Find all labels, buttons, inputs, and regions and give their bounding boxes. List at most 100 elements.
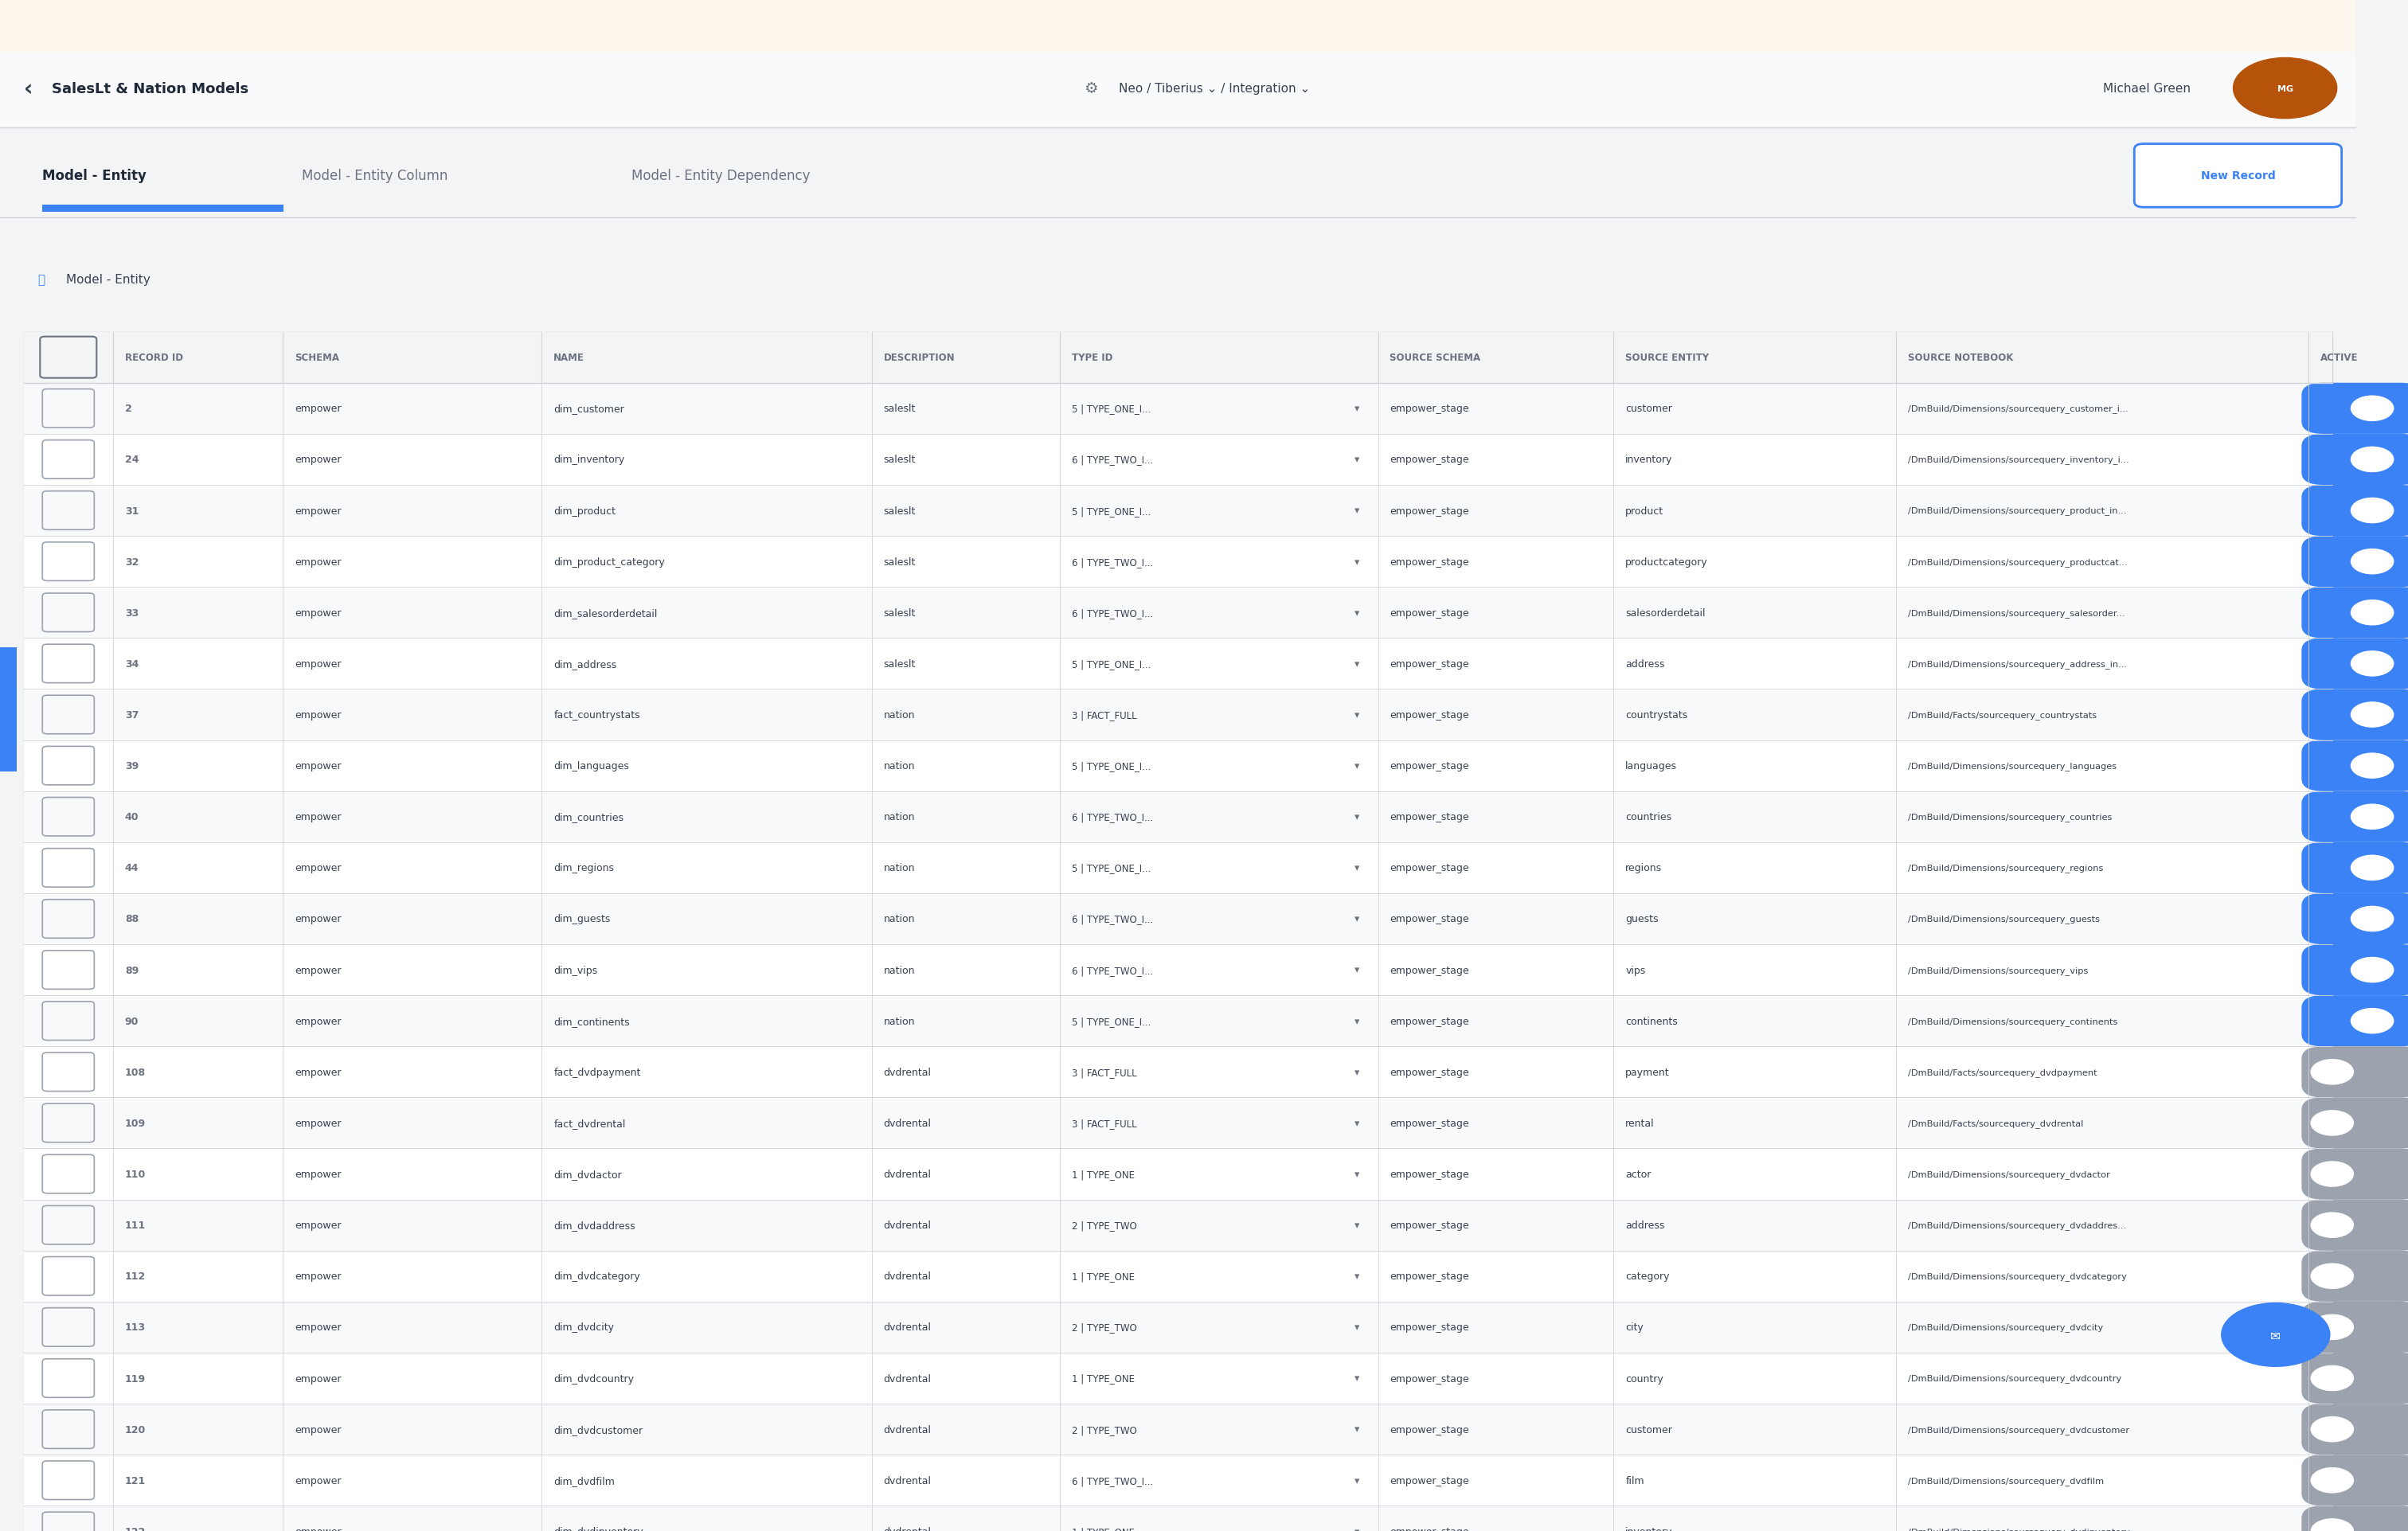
Text: 112: 112 bbox=[125, 1271, 147, 1281]
Text: SOURCE SCHEMA: SOURCE SCHEMA bbox=[1389, 352, 1481, 363]
Text: dvdrental: dvdrental bbox=[884, 1526, 932, 1531]
Text: dim_dvdaddress: dim_dvdaddress bbox=[554, 1220, 636, 1231]
Text: empower: empower bbox=[294, 1017, 342, 1026]
Text: customer: customer bbox=[1625, 1424, 1671, 1435]
Text: 6 | TYPE_TWO_I...: 6 | TYPE_TWO_I... bbox=[1072, 965, 1153, 975]
Text: 37: 37 bbox=[125, 710, 140, 720]
FancyBboxPatch shape bbox=[2133, 144, 2341, 208]
Text: dim_product: dim_product bbox=[554, 505, 616, 516]
Text: /DmBuild/Dimensions/sourcequery_dvdaddres...: /DmBuild/Dimensions/sourcequery_dvdaddre… bbox=[1907, 1220, 2126, 1229]
Text: Michael Green: Michael Green bbox=[2102, 83, 2191, 95]
Circle shape bbox=[2350, 958, 2394, 983]
Circle shape bbox=[2312, 1162, 2353, 1187]
Text: empower: empower bbox=[294, 1424, 342, 1435]
Circle shape bbox=[2312, 1059, 2353, 1084]
Text: ▾: ▾ bbox=[1356, 1323, 1361, 1332]
FancyBboxPatch shape bbox=[2302, 588, 2408, 638]
Text: vips: vips bbox=[1625, 965, 1645, 975]
FancyBboxPatch shape bbox=[2302, 1047, 2408, 1098]
Text: nation: nation bbox=[884, 914, 915, 925]
FancyBboxPatch shape bbox=[2302, 1251, 2408, 1301]
Text: empower_stage: empower_stage bbox=[1389, 965, 1469, 975]
Text: ▾: ▾ bbox=[1356, 1424, 1361, 1435]
Text: empower: empower bbox=[294, 761, 342, 772]
Text: product: product bbox=[1625, 505, 1664, 516]
FancyBboxPatch shape bbox=[2302, 638, 2408, 689]
Text: ▾: ▾ bbox=[1356, 1118, 1361, 1128]
Bar bbox=[24, 1148, 2333, 1200]
Text: empower: empower bbox=[294, 1118, 342, 1128]
Text: /DmBuild/Dimensions/sourcequery_salesorder...: /DmBuild/Dimensions/sourcequery_salesord… bbox=[1907, 609, 2126, 617]
Text: 5 | TYPE_ONE_I...: 5 | TYPE_ONE_I... bbox=[1072, 658, 1151, 669]
Text: empower: empower bbox=[294, 1474, 342, 1485]
Text: 1 | TYPE_ONE: 1 | TYPE_ONE bbox=[1072, 1170, 1134, 1179]
Text: guests: guests bbox=[1625, 914, 1659, 925]
Text: 111: 111 bbox=[125, 1220, 147, 1231]
Bar bbox=[24, 1098, 2333, 1148]
Text: SCHEMA: SCHEMA bbox=[294, 352, 340, 363]
Text: dim_guests: dim_guests bbox=[554, 914, 612, 925]
Bar bbox=[24, 741, 2333, 792]
Text: 34: 34 bbox=[125, 658, 140, 669]
Text: ⓘ: ⓘ bbox=[39, 274, 46, 286]
Text: /DmBuild/Dimensions/sourcequery_dvdcountry: /DmBuild/Dimensions/sourcequery_dvdcount… bbox=[1907, 1373, 2121, 1382]
FancyBboxPatch shape bbox=[2302, 1301, 2408, 1353]
Text: empower_stage: empower_stage bbox=[1389, 1323, 1469, 1332]
Text: ▾: ▾ bbox=[1356, 608, 1361, 619]
Text: Model - Entity Column: Model - Entity Column bbox=[301, 168, 448, 184]
Text: empower: empower bbox=[294, 1526, 342, 1531]
Text: /DmBuild/Dimensions/sourcequery_dvdactor: /DmBuild/Dimensions/sourcequery_dvdactor bbox=[1907, 1170, 2109, 1179]
FancyBboxPatch shape bbox=[2302, 1098, 2408, 1148]
Text: dim_salesorderdetail: dim_salesorderdetail bbox=[554, 608, 657, 619]
Circle shape bbox=[2350, 600, 2394, 625]
Text: saleslt: saleslt bbox=[884, 404, 915, 413]
Text: /DmBuild/Dimensions/sourcequery_dvdcategory: /DmBuild/Dimensions/sourcequery_dvdcateg… bbox=[1907, 1272, 2126, 1280]
Text: saleslt: saleslt bbox=[884, 505, 915, 516]
Bar bbox=[24, 945, 2333, 995]
Text: dim_dvdactor: dim_dvdactor bbox=[554, 1170, 621, 1179]
Text: dim_languages: dim_languages bbox=[554, 761, 628, 772]
Text: ⚙: ⚙ bbox=[1084, 81, 1098, 96]
Text: ▾: ▾ bbox=[1356, 1271, 1361, 1281]
Text: continents: continents bbox=[1625, 1017, 1678, 1026]
Text: /DmBuild/Dimensions/sourcequery_countries: /DmBuild/Dimensions/sourcequery_countrie… bbox=[1907, 813, 2112, 821]
Text: ▾: ▾ bbox=[1356, 505, 1361, 516]
Circle shape bbox=[2350, 753, 2394, 778]
Text: empower_stage: empower_stage bbox=[1389, 1017, 1469, 1026]
Text: empower_stage: empower_stage bbox=[1389, 1170, 1469, 1179]
Text: 2 | TYPE_TWO: 2 | TYPE_TWO bbox=[1072, 1323, 1137, 1332]
Text: 5 | TYPE_ONE_I...: 5 | TYPE_ONE_I... bbox=[1072, 863, 1151, 873]
Text: city: city bbox=[1625, 1323, 1645, 1332]
Text: empower: empower bbox=[294, 1220, 342, 1231]
FancyBboxPatch shape bbox=[2302, 536, 2408, 588]
Text: /DmBuild/Dimensions/sourcequery_languages: /DmBuild/Dimensions/sourcequery_language… bbox=[1907, 761, 2117, 770]
Text: dim_customer: dim_customer bbox=[554, 404, 624, 413]
Text: empower_stage: empower_stage bbox=[1389, 1271, 1469, 1281]
Bar bbox=[24, 1047, 2333, 1098]
FancyBboxPatch shape bbox=[2302, 842, 2408, 894]
Text: 1 | TYPE_ONE: 1 | TYPE_ONE bbox=[1072, 1271, 1134, 1281]
FancyBboxPatch shape bbox=[2302, 435, 2408, 485]
Text: empower_stage: empower_stage bbox=[1389, 658, 1469, 669]
Text: 108: 108 bbox=[125, 1067, 144, 1078]
Text: ▾: ▾ bbox=[1356, 1373, 1361, 1384]
Circle shape bbox=[2350, 447, 2394, 472]
Text: /DmBuild/Dimensions/sourcequery_product_in...: /DmBuild/Dimensions/sourcequery_product_… bbox=[1907, 507, 2126, 516]
Text: 5 | TYPE_ONE_I...: 5 | TYPE_ONE_I... bbox=[1072, 404, 1151, 413]
Text: /DmBuild/Dimensions/sourcequery_guests: /DmBuild/Dimensions/sourcequery_guests bbox=[1907, 914, 2100, 923]
Bar bbox=[24, 792, 2333, 842]
Text: ▾: ▾ bbox=[1356, 1170, 1361, 1179]
Text: Model - Entity: Model - Entity bbox=[43, 168, 147, 184]
Text: dvdrental: dvdrental bbox=[884, 1067, 932, 1078]
Text: 6 | TYPE_TWO_I...: 6 | TYPE_TWO_I... bbox=[1072, 608, 1153, 619]
Text: countrystats: countrystats bbox=[1625, 710, 1688, 720]
FancyBboxPatch shape bbox=[2302, 792, 2408, 842]
Circle shape bbox=[2350, 397, 2394, 421]
Text: dvdrental: dvdrental bbox=[884, 1170, 932, 1179]
Bar bbox=[0, 0, 2355, 52]
Text: /DmBuild/Dimensions/sourcequery_dvdinventory: /DmBuild/Dimensions/sourcequery_dvdinven… bbox=[1907, 1526, 2131, 1531]
Circle shape bbox=[2350, 550, 2394, 574]
Circle shape bbox=[2312, 1110, 2353, 1136]
Text: 121: 121 bbox=[125, 1474, 147, 1485]
Text: nation: nation bbox=[884, 710, 915, 720]
